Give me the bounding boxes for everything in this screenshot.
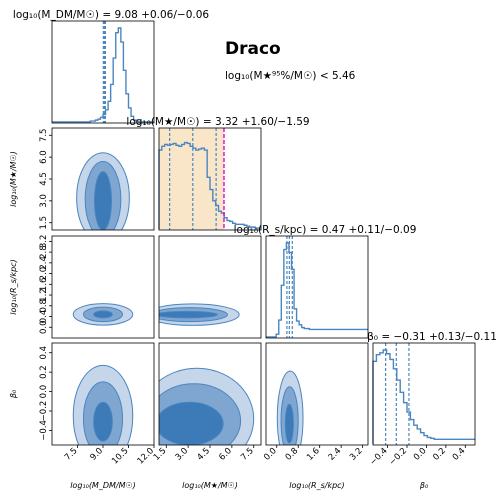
x-tick-label: 2.4	[327, 446, 344, 463]
x-axis-label-rs: log₁₀(R_s/kpc)	[289, 481, 344, 490]
panel-frame-2-2	[265, 235, 369, 339]
marginal-title-mstar: log₁₀(M★/M☉) = 3.32 +1.60/−1.59	[126, 116, 309, 128]
y-tick-label: 3.2	[39, 235, 49, 249]
y-tick-label: 7.5	[39, 129, 49, 143]
x-tick-label: 1.5	[152, 446, 169, 463]
x-tick-label: 3.0	[174, 446, 191, 463]
y-tick-label: 1.6	[39, 278, 49, 292]
x-tick-label: 0.0	[262, 446, 279, 463]
x-tick-label: 10.5	[110, 446, 130, 466]
y-tick-label: 0.4	[39, 346, 49, 360]
y-tick-label: 1.2	[39, 288, 49, 302]
x-tick-label: 9.0	[88, 446, 105, 463]
x-tick-label: 6.0	[217, 446, 234, 463]
y-axis-label-mstar: log₁₀(M★/M☉)	[9, 151, 18, 207]
y-tick-label: −0.4	[39, 420, 49, 441]
contour-rs-vs-mstar	[159, 303, 240, 326]
x-axis-label-mdm: log₁₀(M_DM/M☉)	[70, 481, 136, 490]
panel-frame-2-0	[51, 235, 155, 339]
y-axis-label-rs: log₁₀(R_s/kpc)	[9, 259, 18, 314]
panel-frame-2-1	[158, 235, 262, 339]
hist-mstar	[158, 141, 261, 229]
x-tick-label: 7.5	[239, 446, 256, 463]
x-tick-label: 4.5	[195, 446, 212, 463]
x-tick-label: −0.4	[368, 446, 390, 468]
marginal-title-rs: log₁₀(R_s/kpc) = 0.47 +0.11/−0.09	[234, 224, 417, 236]
contour-beta-vs-mstar	[159, 367, 255, 445]
contour-mstar-vs-mdm	[76, 152, 130, 230]
y-tick-label: 0.4	[39, 310, 49, 324]
contour-beta-vs-mdm	[72, 364, 134, 445]
panel-frame-0-0	[51, 20, 155, 124]
panel-frame-3-2	[265, 342, 369, 446]
y-tick-label: 2.8	[39, 245, 49, 259]
mstar-prior-band	[159, 128, 224, 230]
panel-frame-3-3	[372, 342, 476, 446]
x-tick-label: 1.6	[305, 446, 322, 463]
x-tick-label: 7.5	[63, 446, 80, 463]
y-tick-label: 0.2	[39, 365, 49, 379]
x-axis-label-mstar: log₁₀(M★/M☉)	[182, 481, 238, 490]
x-tick-label: 0.0	[412, 446, 429, 463]
contour-beta-vs-rs	[276, 370, 304, 445]
hist-mdm	[52, 27, 154, 123]
y-tick-label: 3.0	[39, 194, 49, 208]
contour-level-3	[93, 401, 113, 442]
marginal-title-beta: β₀ = −0.31 +0.13/−0.11	[367, 331, 497, 343]
contour-level-3	[159, 401, 224, 445]
y-tick-label: −0.2	[39, 401, 49, 422]
y-tick-label: 1.5	[39, 216, 49, 230]
y-tick-label: 0.0	[39, 320, 49, 334]
y-axis-label-beta: β₀	[9, 389, 18, 399]
contour-level-3	[93, 310, 113, 319]
x-tick-label: −0.2	[387, 446, 409, 468]
hist-rs	[266, 242, 368, 338]
x-tick-label: 0.8	[284, 446, 301, 463]
contour-rs-vs-mdm	[72, 303, 134, 326]
panel-frame-1-1	[158, 127, 262, 231]
x-tick-label: 3.2	[348, 446, 365, 463]
marginal-title-mdm: log₁₀(M_DM/M☉) = 9.08 +0.06/−0.06	[13, 9, 209, 21]
x-tick-label: 0.4	[451, 446, 468, 463]
contour-level-3	[159, 310, 218, 319]
contour-level-3	[284, 403, 294, 444]
y-tick-label: 2.0	[39, 267, 49, 281]
x-tick-label: 0.2	[431, 446, 448, 463]
hist-beta	[372, 349, 475, 444]
y-tick-label: 0.0	[39, 385, 49, 399]
y-tick-label: 2.4	[39, 256, 49, 270]
figure-title: Draco	[225, 39, 281, 59]
y-tick-label: 6.0	[39, 150, 49, 164]
x-axis-label-beta: β₀	[419, 481, 429, 490]
contour-level-3	[94, 171, 112, 230]
y-tick-label: 0.8	[39, 299, 49, 313]
y-tick-label: 4.5	[39, 172, 49, 186]
figure-subtitle: log₁₀(M★⁹⁵%/M☉) < 5.46	[225, 70, 356, 82]
